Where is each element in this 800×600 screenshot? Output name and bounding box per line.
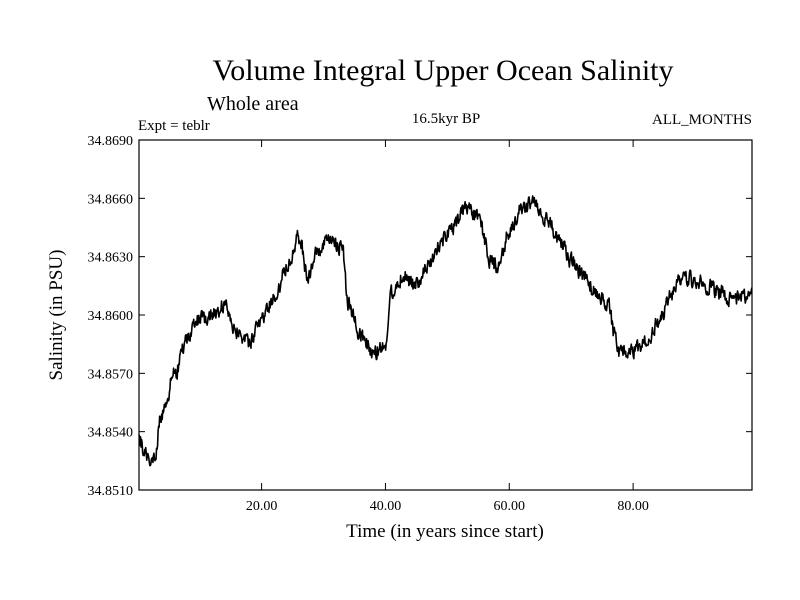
y-tick-label: 34.8690 [88, 134, 134, 149]
plot-area: 34.8510 34.8540 34.8570 34.8600 34.8630 34.86… [88, 134, 753, 514]
header-center: 16.5kyr BP [412, 111, 480, 127]
y-tick-label: 34.8540 [88, 426, 134, 441]
y-tick-label: 34.8660 [88, 192, 134, 207]
header-left: Expt = teblr [138, 118, 210, 134]
chart-title: Volume Integral Upper Ocean Salinity [213, 54, 674, 87]
y-axis-label: Salinity (in PSU) [46, 250, 67, 381]
chart-subtitle: Whole area [207, 93, 299, 115]
y-tick-label: 34.8570 [88, 367, 134, 382]
salinity-series-line [138, 195, 753, 467]
y-tick-label: 34.8600 [88, 309, 134, 324]
series-layer [138, 195, 753, 467]
y-tick-label: 34.8510 [88, 484, 134, 499]
plot-frame [138, 139, 753, 491]
x-axis-label: Time (in years since start) [346, 521, 544, 542]
x-tick-label: 20.00 [246, 499, 278, 514]
x-tick-label: 60.00 [494, 499, 526, 514]
x-tick-label: 40.00 [370, 499, 402, 514]
x-axis: 20.00 40.00 60.00 80.00 [246, 140, 649, 514]
y-tick-label: 34.8630 [88, 251, 134, 266]
x-tick-label: 80.00 [617, 499, 649, 514]
header-right: ALL_MONTHS [652, 112, 752, 128]
y-axis: 34.8510 34.8540 34.8570 34.8600 34.8630 34.86… [88, 134, 752, 499]
